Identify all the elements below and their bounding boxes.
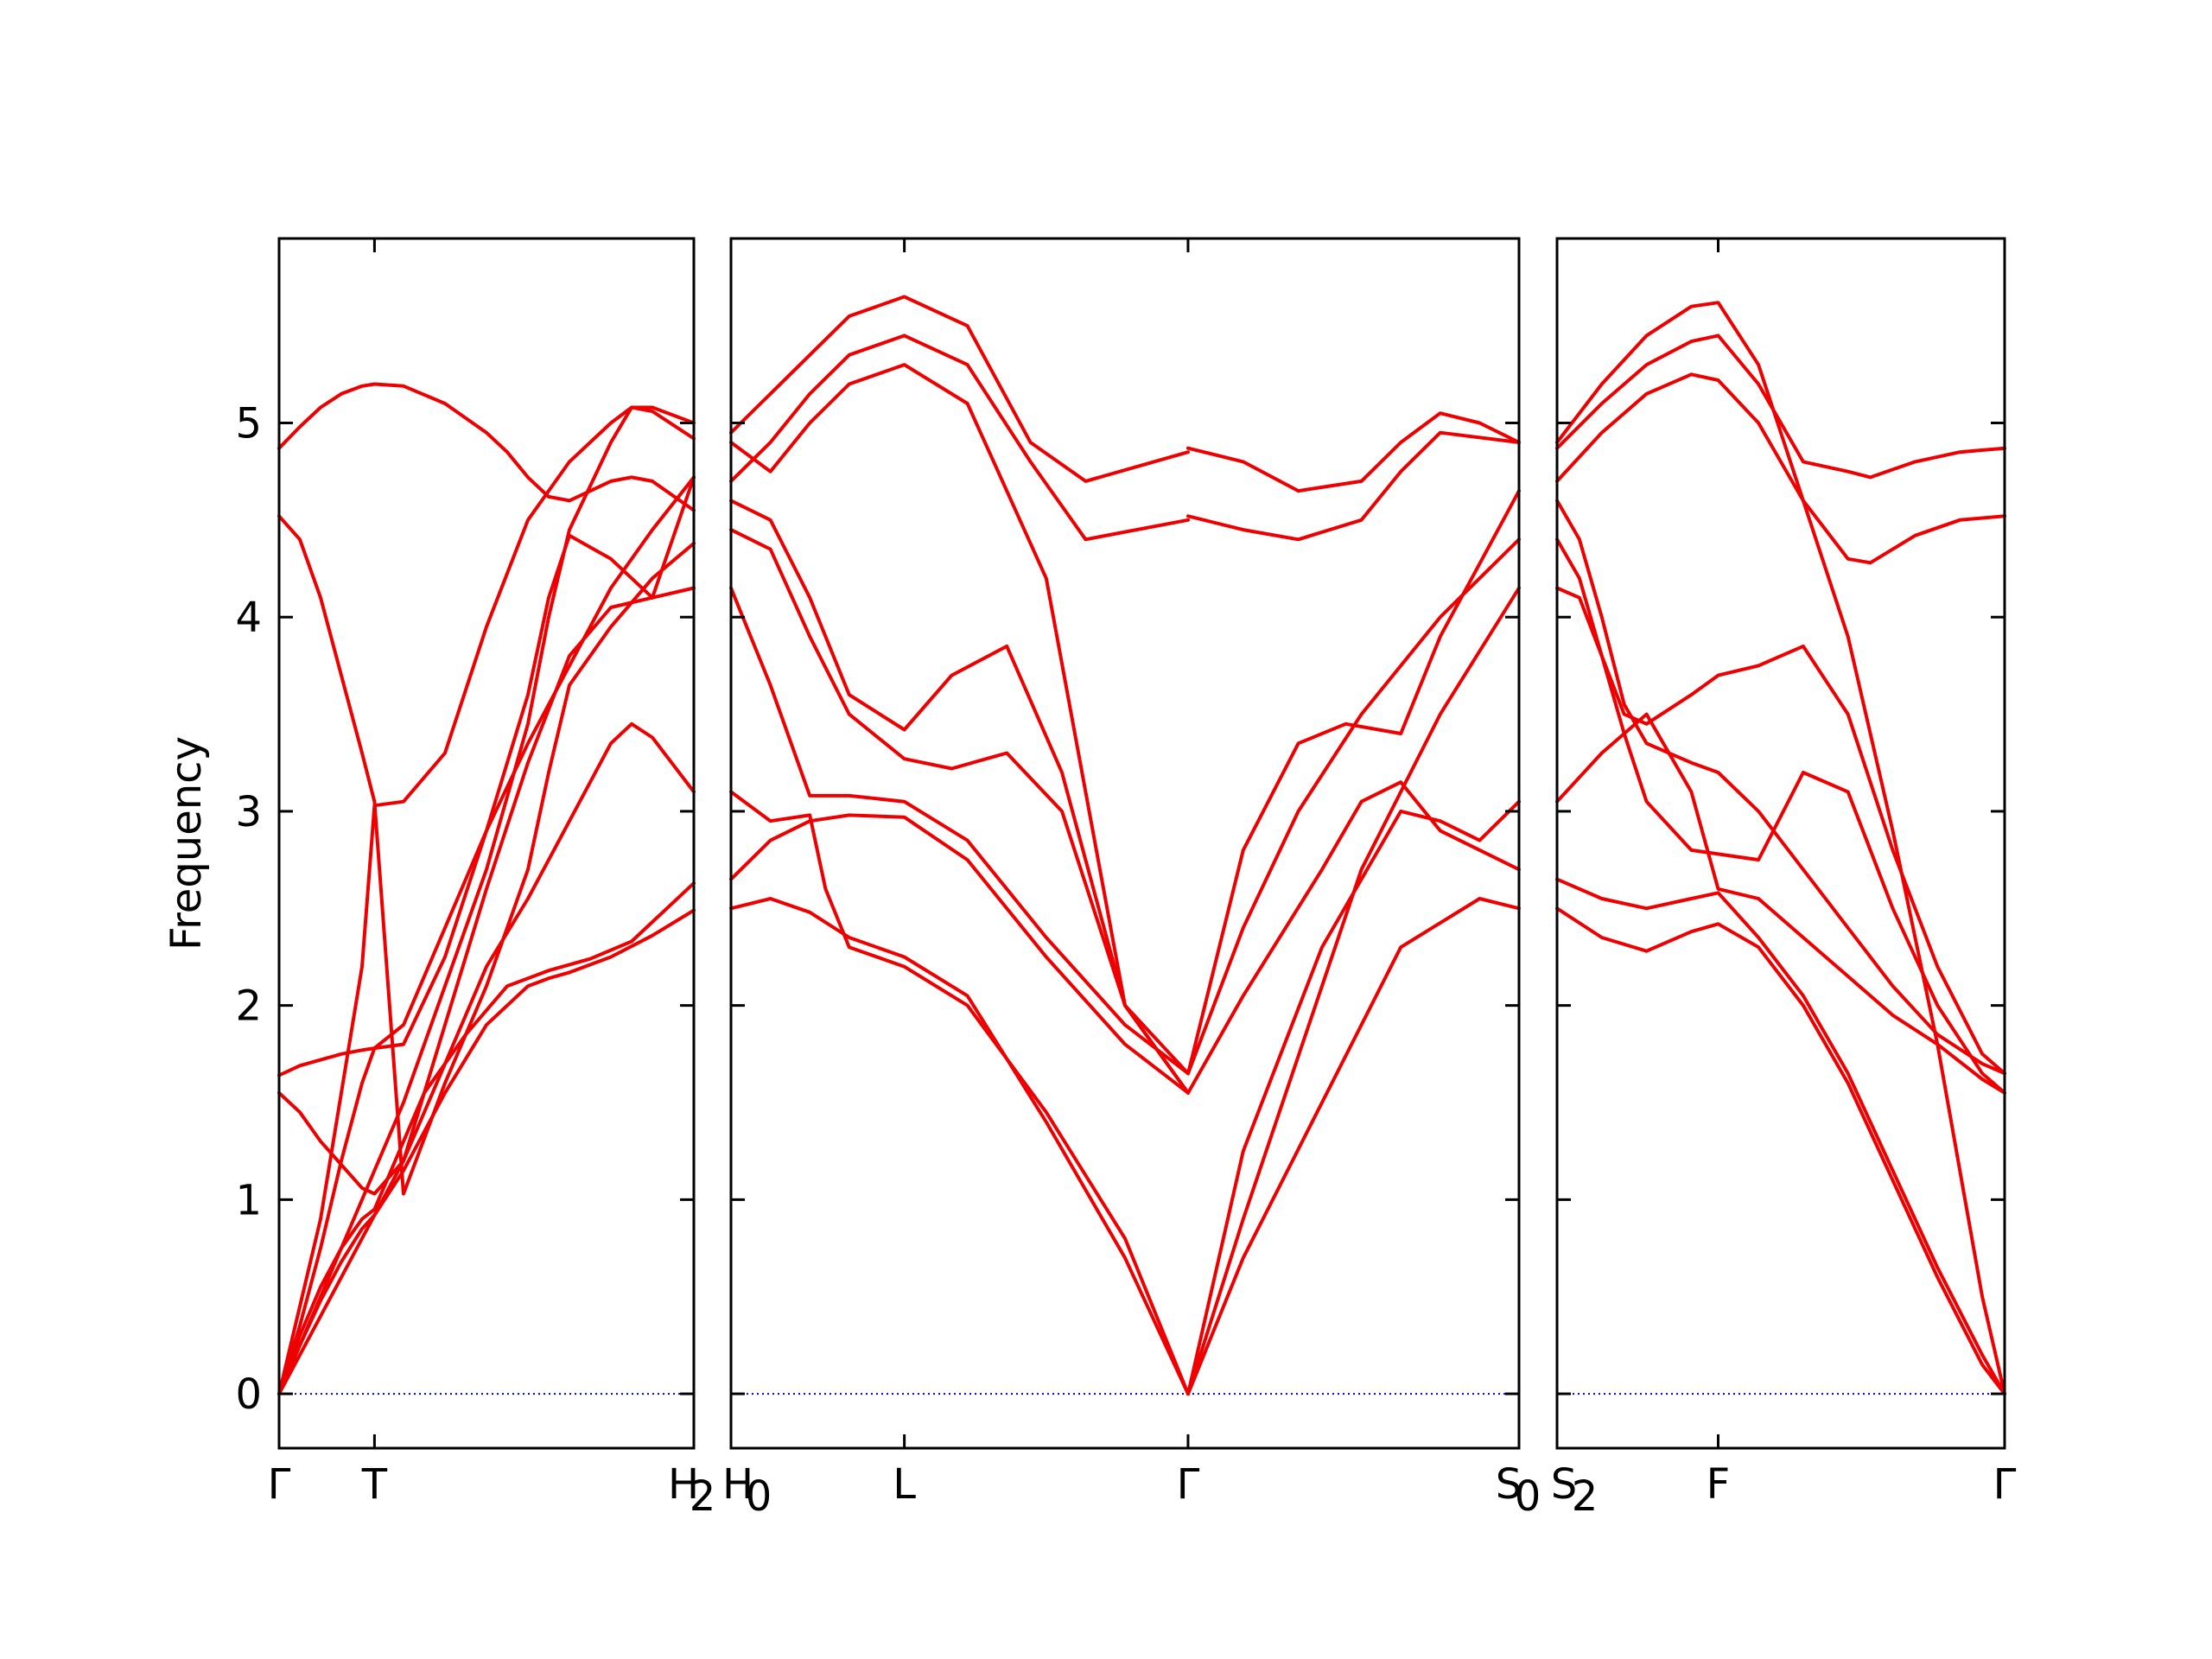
x-tick-label: H <box>722 1460 753 1509</box>
x-tick-subscript: 0 <box>1515 1472 1541 1521</box>
band-line-0-7 <box>277 475 696 1396</box>
x-tick-label: S <box>1496 1460 1522 1509</box>
panel-1: H0 L Γ S0 <box>722 237 1541 1521</box>
band-line-0-3 <box>277 475 696 1077</box>
band-line-1-0 <box>729 897 1190 1396</box>
x-tick-subscript: 2 <box>690 1472 716 1521</box>
band-line-1-6 <box>729 363 1190 1095</box>
band-line-0-0 <box>277 908 696 1396</box>
band-line-2-1 <box>1555 877 2006 1396</box>
y-axis-label: Frequency <box>162 736 211 950</box>
panel-frame <box>277 237 696 1450</box>
panel-frame <box>729 237 1521 1450</box>
band-line-1-4 <box>729 528 1190 1095</box>
band-line-1-16 <box>1186 586 1521 1396</box>
x-tick-label: H <box>668 1460 699 1509</box>
band-line-1-5 <box>729 499 1190 1076</box>
band-line-2-8 <box>1555 301 2006 1396</box>
band-line-1-14 <box>1186 430 1521 542</box>
band-line-1-10 <box>1186 799 1521 1396</box>
x-tick-subscript: 2 <box>1572 1472 1599 1521</box>
band-line-0-6 <box>277 382 696 512</box>
x-tick-label: F <box>1707 1460 1731 1509</box>
band-line-0-9 <box>277 586 696 1396</box>
band-line-1-9 <box>1186 897 1521 1396</box>
y-tick-label: 2 <box>235 982 262 1031</box>
band-line-1-7 <box>729 334 1190 542</box>
x-tick-label: L <box>893 1460 916 1509</box>
band-line-1-13 <box>1186 537 1521 1076</box>
y-tick-label: 4 <box>235 594 262 642</box>
x-tick-label: S <box>1551 1460 1577 1509</box>
x-tick-label: Γ <box>1177 1460 1200 1509</box>
x-tick-label: Γ <box>1993 1460 2017 1509</box>
panel-frame <box>1555 237 2006 1450</box>
band-line-2-5 <box>1555 499 2006 1076</box>
y-tick-label: 5 <box>235 399 262 448</box>
x-tick-label: Γ <box>268 1460 291 1509</box>
band-line-1-3 <box>729 586 1190 1076</box>
y-tick-label: 3 <box>235 788 262 836</box>
x-tick-subscript: 0 <box>746 1472 772 1521</box>
band-line-2-7 <box>1555 334 2006 480</box>
panel-2: S2 F Γ <box>1551 237 2017 1521</box>
band-line-1-1 <box>729 813 1190 1095</box>
y-tick-label: 0 <box>235 1370 262 1419</box>
band-line-0-2 <box>277 721 696 1196</box>
band-line-1-2 <box>729 790 1190 1396</box>
band-line-0-8 <box>277 405 696 1396</box>
band-line-1-12 <box>1186 489 1521 1076</box>
band-line-0-1 <box>277 881 696 1396</box>
band-line-0-4 <box>277 405 696 1396</box>
band-line-1-11 <box>1186 780 1521 1095</box>
band-line-2-0 <box>1555 906 2006 1396</box>
band-line-2-6 <box>1555 372 2006 565</box>
band-line-0-5 <box>277 514 696 1196</box>
band-line-2-3 <box>1555 586 2006 1076</box>
x-tick-label: T <box>361 1460 388 1509</box>
band-line-2-4 <box>1555 537 2006 1095</box>
band-line-1-15 <box>1186 411 1521 493</box>
y-tick-label: 1 <box>235 1176 262 1224</box>
band-line-1-8 <box>729 295 1190 483</box>
